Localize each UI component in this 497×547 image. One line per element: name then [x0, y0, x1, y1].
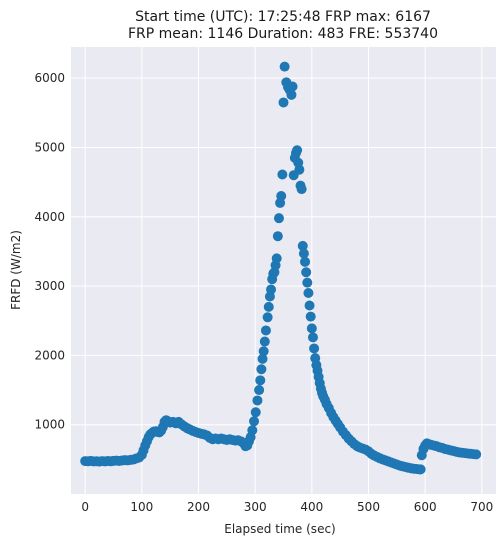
data-point: [307, 332, 318, 343]
data-point: [258, 346, 269, 357]
data-point: [254, 385, 265, 396]
x-tick-label: 100: [130, 500, 153, 514]
data-point: [301, 267, 312, 278]
x-tick-label: 200: [187, 500, 210, 514]
data-point: [306, 323, 317, 334]
data-point: [263, 301, 274, 312]
data-point: [471, 449, 482, 460]
y-tick-label: 6000: [34, 71, 65, 85]
chart-title-line-1: Start time (UTC): 17:25:48 FRP max: 6167: [135, 9, 431, 25]
y-tick-label: 1000: [34, 418, 65, 432]
data-point: [250, 407, 261, 418]
data-point: [303, 288, 314, 299]
data-point: [260, 325, 271, 336]
data-point: [272, 231, 283, 242]
x-tick-label: 500: [357, 500, 380, 514]
data-point: [287, 81, 298, 92]
data-point: [292, 145, 303, 156]
y-gridlines: [71, 77, 496, 426]
data-point: [257, 353, 268, 364]
data-point: [415, 464, 426, 475]
data-point: [271, 253, 282, 264]
data-point: [247, 425, 258, 436]
data-point: [278, 97, 289, 108]
data-point: [273, 213, 284, 224]
x-tick-label: 0: [81, 500, 89, 514]
data-point: [302, 277, 313, 288]
data-point: [252, 395, 263, 406]
y-tick-label: 4000: [34, 210, 65, 224]
y-tick-label: 5000: [34, 140, 65, 154]
chart-title-line-2: FRP mean: 1146 Duration: 483 FRE: 553740: [128, 26, 438, 42]
data-point: [305, 311, 316, 322]
data-point: [304, 300, 315, 311]
x-gridlines: [84, 47, 483, 494]
x-tick-label: 600: [414, 500, 437, 514]
data-points: [80, 61, 482, 475]
data-point: [259, 336, 270, 347]
data-point: [256, 364, 267, 375]
data-point: [266, 284, 277, 295]
data-point: [255, 375, 266, 386]
x-tick-label: 300: [244, 500, 267, 514]
data-point: [286, 89, 297, 100]
data-point: [296, 184, 307, 195]
x-tick-label: 400: [300, 500, 323, 514]
x-axis-label: Elapsed time (sec): [224, 522, 335, 536]
data-point: [249, 416, 260, 427]
y-tick-labels: 1000 2000 3000 4000 5000 6000: [34, 71, 65, 432]
x-tick-label: 700: [470, 500, 493, 514]
data-point: [276, 191, 287, 201]
data-point: [309, 343, 320, 354]
y-axis-label: FRFD (W/m2): [9, 230, 23, 310]
data-point: [279, 61, 290, 72]
y-tick-label: 2000: [34, 348, 65, 362]
data-point: [294, 164, 305, 175]
data-point: [277, 169, 288, 180]
data-point: [298, 248, 309, 259]
x-tick-labels: 0 100 200 300 400 500 600 700: [81, 500, 493, 514]
data-point: [297, 240, 308, 251]
plot-area: [71, 47, 496, 494]
y-tick-label: 3000: [34, 279, 65, 293]
data-point: [262, 312, 273, 323]
data-point: [300, 256, 311, 267]
